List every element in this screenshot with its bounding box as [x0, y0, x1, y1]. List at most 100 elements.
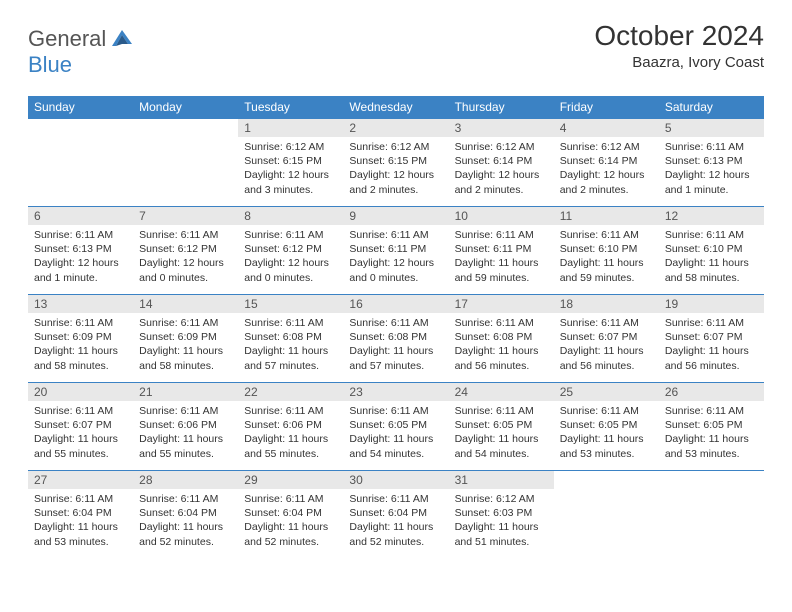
day-number: 27: [28, 471, 133, 489]
day-number: 26: [659, 383, 764, 401]
day-details: Sunrise: 6:11 AMSunset: 6:07 PMDaylight:…: [28, 401, 133, 464]
day-details: Sunrise: 6:11 AMSunset: 6:05 PMDaylight:…: [449, 401, 554, 464]
day-details: Sunrise: 6:11 AMSunset: 6:05 PMDaylight:…: [554, 401, 659, 464]
day-number: 29: [238, 471, 343, 489]
calendar-cell: 11Sunrise: 6:11 AMSunset: 6:10 PMDayligh…: [554, 207, 659, 295]
weekday-header-row: SundayMondayTuesdayWednesdayThursdayFrid…: [28, 96, 764, 119]
day-number: 19: [659, 295, 764, 313]
calendar-cell: [28, 119, 133, 207]
day-details: Sunrise: 6:12 AMSunset: 6:15 PMDaylight:…: [238, 137, 343, 200]
day-number: 7: [133, 207, 238, 225]
logo: General Blue: [28, 20, 132, 78]
calendar-cell: 28Sunrise: 6:11 AMSunset: 6:04 PMDayligh…: [133, 471, 238, 559]
day-details: Sunrise: 6:11 AMSunset: 6:09 PMDaylight:…: [133, 313, 238, 376]
calendar-cell: 20Sunrise: 6:11 AMSunset: 6:07 PMDayligh…: [28, 383, 133, 471]
day-number: 31: [449, 471, 554, 489]
day-number: 12: [659, 207, 764, 225]
day-details: Sunrise: 6:12 AMSunset: 6:14 PMDaylight:…: [554, 137, 659, 200]
day-details: Sunrise: 6:11 AMSunset: 6:04 PMDaylight:…: [28, 489, 133, 552]
day-number: 3: [449, 119, 554, 137]
weekday-header: Saturday: [659, 96, 764, 119]
weekday-header: Sunday: [28, 96, 133, 119]
calendar-body: 1Sunrise: 6:12 AMSunset: 6:15 PMDaylight…: [28, 119, 764, 559]
weekday-header: Thursday: [449, 96, 554, 119]
page-header: General Blue October 2024 Baazra, Ivory …: [28, 20, 764, 78]
day-details: Sunrise: 6:11 AMSunset: 6:12 PMDaylight:…: [133, 225, 238, 288]
calendar-cell: 1Sunrise: 6:12 AMSunset: 6:15 PMDaylight…: [238, 119, 343, 207]
triangle-icon: [112, 30, 132, 46]
day-number: 24: [449, 383, 554, 401]
day-details: Sunrise: 6:11 AMSunset: 6:11 PMDaylight:…: [343, 225, 448, 288]
calendar-cell: 8Sunrise: 6:11 AMSunset: 6:12 PMDaylight…: [238, 207, 343, 295]
day-number: 5: [659, 119, 764, 137]
calendar-cell: 26Sunrise: 6:11 AMSunset: 6:05 PMDayligh…: [659, 383, 764, 471]
weekday-header: Friday: [554, 96, 659, 119]
day-number: 14: [133, 295, 238, 313]
day-details: Sunrise: 6:11 AMSunset: 6:10 PMDaylight:…: [659, 225, 764, 288]
day-number: 25: [554, 383, 659, 401]
day-details: Sunrise: 6:11 AMSunset: 6:05 PMDaylight:…: [659, 401, 764, 464]
day-number: 20: [28, 383, 133, 401]
day-details: Sunrise: 6:12 AMSunset: 6:14 PMDaylight:…: [449, 137, 554, 200]
title-block: October 2024 Baazra, Ivory Coast: [594, 20, 764, 71]
day-number: 18: [554, 295, 659, 313]
logo-text: General Blue: [28, 26, 132, 78]
day-number: 8: [238, 207, 343, 225]
day-number: 15: [238, 295, 343, 313]
calendar-cell: 13Sunrise: 6:11 AMSunset: 6:09 PMDayligh…: [28, 295, 133, 383]
logo-word-2: Blue: [28, 52, 72, 77]
day-number: 6: [28, 207, 133, 225]
calendar-week-row: 1Sunrise: 6:12 AMSunset: 6:15 PMDaylight…: [28, 119, 764, 207]
weekday-header: Wednesday: [343, 96, 448, 119]
calendar-cell: 4Sunrise: 6:12 AMSunset: 6:14 PMDaylight…: [554, 119, 659, 207]
calendar-cell: 27Sunrise: 6:11 AMSunset: 6:04 PMDayligh…: [28, 471, 133, 559]
calendar-cell: 29Sunrise: 6:11 AMSunset: 6:04 PMDayligh…: [238, 471, 343, 559]
day-details: Sunrise: 6:11 AMSunset: 6:05 PMDaylight:…: [343, 401, 448, 464]
calendar-week-row: 13Sunrise: 6:11 AMSunset: 6:09 PMDayligh…: [28, 295, 764, 383]
logo-word-1: General: [28, 26, 106, 51]
day-number: 28: [133, 471, 238, 489]
day-details: Sunrise: 6:11 AMSunset: 6:09 PMDaylight:…: [28, 313, 133, 376]
day-details: Sunrise: 6:11 AMSunset: 6:10 PMDaylight:…: [554, 225, 659, 288]
day-details: Sunrise: 6:12 AMSunset: 6:03 PMDaylight:…: [449, 489, 554, 552]
calendar-cell: 30Sunrise: 6:11 AMSunset: 6:04 PMDayligh…: [343, 471, 448, 559]
day-details: Sunrise: 6:11 AMSunset: 6:06 PMDaylight:…: [238, 401, 343, 464]
day-number: 4: [554, 119, 659, 137]
calendar-cell: [133, 119, 238, 207]
page-title: October 2024: [594, 20, 764, 52]
day-number: 30: [343, 471, 448, 489]
day-number: 17: [449, 295, 554, 313]
calendar-cell: 31Sunrise: 6:12 AMSunset: 6:03 PMDayligh…: [449, 471, 554, 559]
day-number: 16: [343, 295, 448, 313]
calendar-cell: 14Sunrise: 6:11 AMSunset: 6:09 PMDayligh…: [133, 295, 238, 383]
calendar-table: SundayMondayTuesdayWednesdayThursdayFrid…: [28, 96, 764, 559]
calendar-cell: 15Sunrise: 6:11 AMSunset: 6:08 PMDayligh…: [238, 295, 343, 383]
day-number: 13: [28, 295, 133, 313]
day-details: Sunrise: 6:11 AMSunset: 6:07 PMDaylight:…: [659, 313, 764, 376]
day-details: Sunrise: 6:11 AMSunset: 6:04 PMDaylight:…: [343, 489, 448, 552]
weekday-header: Tuesday: [238, 96, 343, 119]
day-number: 9: [343, 207, 448, 225]
day-details: Sunrise: 6:12 AMSunset: 6:15 PMDaylight:…: [343, 137, 448, 200]
day-details: Sunrise: 6:11 AMSunset: 6:07 PMDaylight:…: [554, 313, 659, 376]
calendar-cell: 23Sunrise: 6:11 AMSunset: 6:05 PMDayligh…: [343, 383, 448, 471]
calendar-cell: [554, 471, 659, 559]
weekday-header: Monday: [133, 96, 238, 119]
day-number: 1: [238, 119, 343, 137]
calendar-cell: 6Sunrise: 6:11 AMSunset: 6:13 PMDaylight…: [28, 207, 133, 295]
day-number: 11: [554, 207, 659, 225]
calendar-cell: [659, 471, 764, 559]
calendar-cell: 12Sunrise: 6:11 AMSunset: 6:10 PMDayligh…: [659, 207, 764, 295]
day-details: Sunrise: 6:11 AMSunset: 6:13 PMDaylight:…: [659, 137, 764, 200]
day-number: 22: [238, 383, 343, 401]
day-number: 23: [343, 383, 448, 401]
day-number: 21: [133, 383, 238, 401]
calendar-cell: 10Sunrise: 6:11 AMSunset: 6:11 PMDayligh…: [449, 207, 554, 295]
calendar-cell: 18Sunrise: 6:11 AMSunset: 6:07 PMDayligh…: [554, 295, 659, 383]
day-details: Sunrise: 6:11 AMSunset: 6:06 PMDaylight:…: [133, 401, 238, 464]
calendar-cell: 22Sunrise: 6:11 AMSunset: 6:06 PMDayligh…: [238, 383, 343, 471]
day-details: Sunrise: 6:11 AMSunset: 6:13 PMDaylight:…: [28, 225, 133, 288]
calendar-cell: 17Sunrise: 6:11 AMSunset: 6:08 PMDayligh…: [449, 295, 554, 383]
day-details: Sunrise: 6:11 AMSunset: 6:12 PMDaylight:…: [238, 225, 343, 288]
day-details: Sunrise: 6:11 AMSunset: 6:08 PMDaylight:…: [449, 313, 554, 376]
